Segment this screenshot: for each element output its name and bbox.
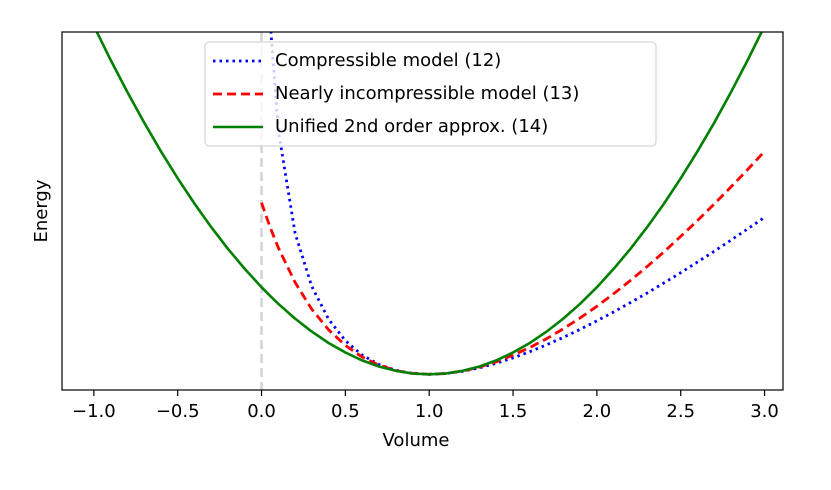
x-axis-label: Volume — [383, 430, 450, 451]
legend-label: Unified 2nd order approx. (14) — [275, 116, 548, 137]
x-tick-label: 3.0 — [750, 401, 779, 422]
x-tick-label: 1.5 — [499, 401, 528, 422]
x-tick-label: 2.5 — [666, 401, 695, 422]
legend-box — [204, 41, 657, 147]
series-line — [260, 150, 766, 376]
x-tick-label: −0.5 — [156, 401, 200, 422]
x-tick-label: 1.0 — [415, 401, 444, 422]
x-tick-label: 2.0 — [583, 401, 612, 422]
legend-label: Compressible model (12) — [275, 50, 501, 71]
series-line — [95, 32, 764, 376]
y-axis-label: Energy — [31, 179, 52, 242]
series-line — [269, 32, 766, 376]
plot-frame — [61, 31, 784, 391]
x-tick-label: −1.0 — [72, 401, 116, 422]
legend-label: Nearly incompressible model (13) — [275, 83, 579, 104]
legend: Compressible model (12) Nearly incompress… — [204, 41, 657, 147]
plot-lines — [95, 32, 766, 376]
x-tick-label: 0.0 — [247, 401, 276, 422]
x-tick-label: 0.5 — [331, 401, 360, 422]
